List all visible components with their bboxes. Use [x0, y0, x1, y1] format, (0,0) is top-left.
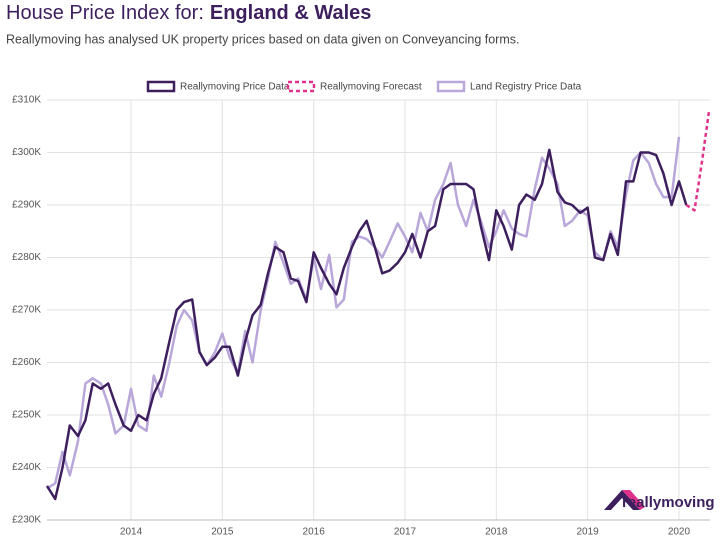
legend-label: Land Registry Price Data [470, 82, 582, 93]
logo-accent [622, 490, 645, 510]
series-line [45, 148, 688, 501]
legend-label: Reallymoving Forecast [320, 82, 422, 93]
y-tick-label: £290K [12, 200, 41, 211]
x-tick-label: 2016 [303, 527, 326, 538]
series-line [685, 110, 711, 212]
x-tick-label: 2014 [120, 527, 143, 538]
x-tick-label: 2017 [394, 527, 417, 538]
y-tick-label: £310K [12, 95, 41, 106]
x-tick-label: 2015 [211, 527, 234, 538]
logo-icon [604, 490, 640, 510]
x-tick-label: 2018 [485, 527, 508, 538]
series-line [46, 136, 681, 490]
legend: Reallymoving Price Data Reallymoving Fore… [146, 80, 582, 93]
x-tick-label: 2019 [577, 527, 600, 538]
y-tick-label: £270K [12, 305, 41, 316]
legend-swatch [436, 80, 466, 93]
y-tick-label: £250K [12, 410, 41, 421]
legend-swatch [286, 80, 316, 93]
logo: reallymoving [604, 490, 715, 511]
y-tick-label: £300K [12, 147, 41, 158]
legend-label: Reallymoving Price Data [180, 82, 290, 93]
subtitle: Reallymoving has analysed UK property pr… [6, 32, 519, 46]
y-tick-label: £280K [12, 252, 41, 263]
chart-title: House Price Index for: England & Wales [6, 2, 371, 24]
logo-text: reallymoving [622, 494, 715, 511]
y-tick-label: £230K [12, 515, 41, 526]
y-tick-label: £240K [12, 462, 41, 473]
title-text: House Price Index for: [6, 2, 204, 24]
x-tick-label: 2020 [668, 527, 691, 538]
legend-swatch [146, 80, 176, 93]
title-region: England & Wales [210, 2, 372, 24]
y-tick-label: £260K [12, 357, 41, 368]
